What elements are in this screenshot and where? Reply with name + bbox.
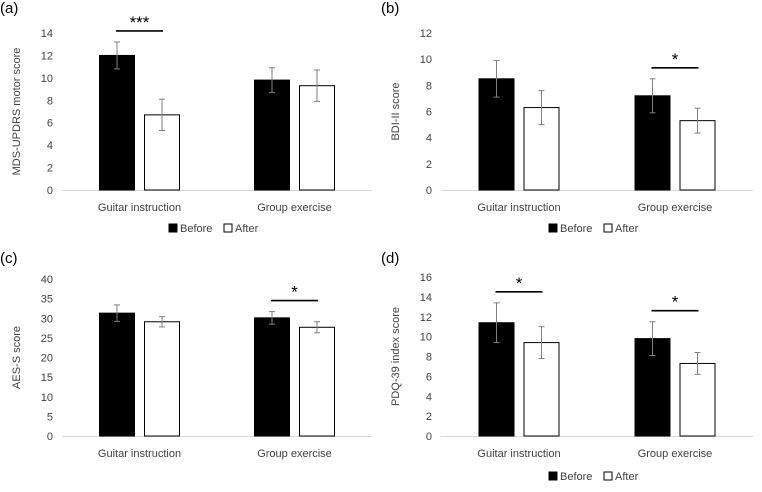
bar-after [144,321,180,437]
chart-panel-b: (b) 0 2 4 6 8 10 12 BDI-II score Guitar instruct… [381,0,762,242]
y-tick-label: 40 [41,274,53,286]
legend-swatch-after [603,223,613,233]
category-label: Group exercise [638,448,713,460]
bar-before [254,317,290,437]
category-label: Guitar instruction [98,202,181,214]
legend-label: Before [560,471,592,483]
y-tick-label: 12 [420,312,432,324]
panel-label: (a) [0,0,19,17]
y-tick-label: 35 [41,294,53,306]
chart-d-svg: 0 2 4 6 8 10 12 14 16 PDQ-39 index score Guitar in… [390,272,753,483]
significance-stars: * [672,293,679,312]
category-label: Group exercise [257,202,332,214]
significance-stars: * [672,50,679,69]
bar-before [99,54,135,191]
legend-swatch-after [603,471,613,481]
y-tick-label: 10 [41,73,53,85]
y-tick-label: 10 [420,332,432,344]
y-axis-label: MDS-UPDRS motor score [11,48,23,176]
bar-before [99,312,135,437]
legend-swatch-before [548,471,558,481]
chart-panel-d: (d) 0 2 4 6 8 10 12 14 16 PDQ-39 index score Guita… [381,250,762,492]
bar-after [299,326,335,437]
y-tick-label: 0 [426,431,432,443]
y-tick-label: 10 [420,54,432,66]
y-tick-label: 12 [41,50,53,62]
chart-c-svg: 0 5 10 15 20 25 30 35 40 AES-S score Guitar instru… [11,274,372,460]
category-label: Group exercise [257,448,332,460]
category-label: Group exercise [638,202,713,214]
y-tick-label: 6 [47,118,53,130]
y-tick-label: 4 [426,133,432,145]
panel-label: (b) [381,0,400,17]
chart-panel-a: (a) 0 2 4 6 8 10 12 14 MDS-UPDRS motor score Guit… [0,0,381,242]
y-tick-label: 4 [47,140,53,152]
significance-stars: * [516,274,523,293]
y-tick-label: 2 [426,411,432,423]
legend-label: After [615,223,639,235]
y-tick-label: 0 [47,185,53,197]
y-tick-label: 6 [426,107,432,119]
y-tick-label: 8 [47,95,53,107]
y-axis-label: PDQ-39 index score [390,307,402,406]
legend-swatch-before [168,223,178,233]
significance-stars: * [291,283,298,302]
y-tick-label: 5 [47,411,53,423]
y-tick-label: 16 [420,272,432,284]
y-axis-label: BDI-II score [390,82,402,140]
legend-label: After [235,223,259,235]
panel-label: (c) [0,250,18,267]
category-label: Guitar instruction [477,448,560,460]
category-label: Guitar instruction [98,448,181,460]
y-tick-label: 2 [426,159,432,171]
chart-panel-c: (c) 0 5 10 15 20 25 30 35 40 AES-S score Guitar in… [0,250,381,492]
significance-stars: *** [130,13,150,32]
y-tick-label: 20 [41,353,53,365]
bar-after [299,85,335,191]
y-tick-label: 15 [41,372,53,384]
chart-b-svg: 0 2 4 6 8 10 12 BDI-II score Guitar instruction G… [390,28,753,235]
y-tick-label: 10 [41,392,53,404]
legend-label: Before [560,223,592,235]
y-tick-label: 12 [420,28,432,40]
y-tick-label: 0 [47,431,53,443]
legend-swatch-before [548,223,558,233]
y-tick-label: 25 [41,333,53,345]
y-tick-label: 8 [426,352,432,364]
category-label: Guitar instruction [477,202,560,214]
y-tick-label: 30 [41,313,53,325]
y-axis-label: AES-S score [11,326,23,389]
y-tick-label: 4 [426,391,432,403]
y-tick-label: 8 [426,80,432,92]
legend-label: After [615,471,639,483]
panel-label: (d) [381,250,400,267]
bar-before [254,79,290,191]
legend-swatch-after [223,223,233,233]
y-tick-label: 6 [426,371,432,383]
chart-a-svg: 0 2 4 6 8 10 12 14 MDS-UPDRS motor score Guitar i… [11,13,372,235]
bar-after [679,120,716,191]
y-tick-label: 14 [420,292,432,304]
y-tick-label: 14 [41,28,53,40]
y-tick-label: 2 [47,163,53,175]
y-tick-label: 0 [426,185,432,197]
legend-label: Before [180,223,212,235]
